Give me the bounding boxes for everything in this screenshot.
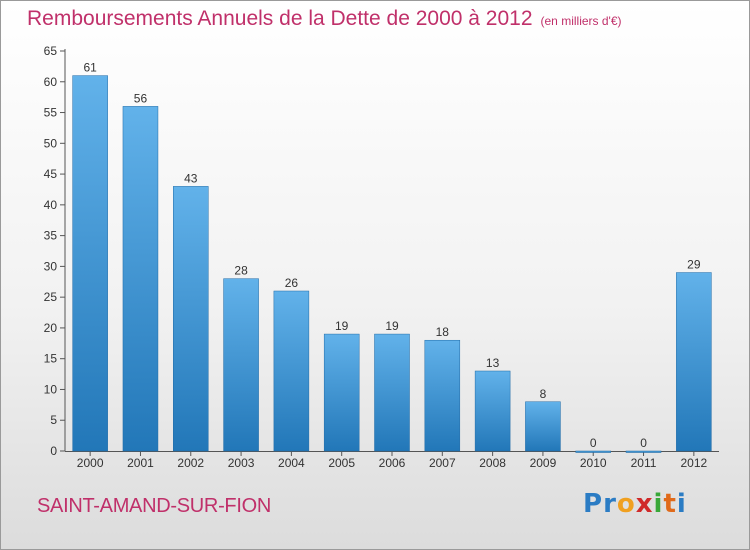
bar-value-label: 18 bbox=[436, 325, 450, 339]
x-tick-label: 2006 bbox=[379, 456, 406, 470]
logo-letter: P bbox=[583, 489, 604, 519]
proxiti-logo: Proxiti bbox=[583, 489, 687, 519]
bar bbox=[424, 339, 461, 452]
bar bbox=[374, 333, 410, 452]
y-tick-label: 10 bbox=[44, 382, 58, 396]
bar-value-label: 19 bbox=[385, 319, 399, 333]
y-tick-label: 40 bbox=[44, 198, 58, 212]
bar-value-label: 0 bbox=[590, 436, 597, 450]
y-tick-label: 30 bbox=[44, 259, 58, 273]
x-tick-label: 2005 bbox=[328, 456, 355, 470]
y-tick-label: 5 bbox=[50, 413, 57, 427]
y-tick-label: 15 bbox=[44, 352, 58, 366]
x-tick-label: 2007 bbox=[429, 456, 456, 470]
x-tick-label: 2010 bbox=[580, 456, 607, 470]
bar-value-label: 61 bbox=[83, 61, 97, 75]
bar-value-label: 56 bbox=[134, 91, 148, 105]
x-tick-label: 2003 bbox=[228, 456, 255, 470]
y-tick-label: 45 bbox=[44, 167, 58, 181]
bar-value-label: 13 bbox=[486, 356, 500, 370]
logo-letter: t bbox=[663, 489, 677, 519]
bar bbox=[575, 450, 611, 453]
bars: 61 56 43 28 26 19 19 18 13 8 0 0 29 bbox=[72, 61, 712, 453]
bar-value-label: 0 bbox=[640, 436, 647, 450]
bar bbox=[223, 278, 259, 452]
y-tick-label: 20 bbox=[44, 321, 58, 335]
bar bbox=[323, 333, 360, 452]
bar bbox=[676, 272, 712, 452]
logo-letter: i bbox=[653, 489, 664, 519]
bar bbox=[525, 401, 561, 452]
chart-subtitle: (en milliers d'€) bbox=[540, 14, 622, 28]
chart-title-text: Remboursements Annuels de la Dette de 20… bbox=[27, 7, 533, 30]
x-tick-label: 2012 bbox=[680, 456, 707, 470]
bar-value-label: 26 bbox=[285, 276, 299, 290]
bar-value-label: 8 bbox=[540, 387, 547, 401]
x-tick-label: 2008 bbox=[479, 456, 506, 470]
logo-letter: r bbox=[603, 489, 617, 519]
y-tick-label: 65 bbox=[44, 44, 58, 58]
bar bbox=[625, 450, 662, 453]
y-tick-label: 0 bbox=[50, 444, 57, 458]
logo-letter: i bbox=[676, 489, 687, 519]
bar-value-label: 29 bbox=[687, 258, 701, 272]
bar-value-label: 43 bbox=[184, 171, 198, 185]
x-tick-label: 2009 bbox=[530, 456, 557, 470]
y-tick-label: 25 bbox=[44, 290, 58, 304]
bar-value-label: 28 bbox=[234, 264, 248, 278]
x-tick-label: 2011 bbox=[631, 456, 657, 470]
x-tick-label: 2004 bbox=[278, 456, 305, 470]
logo-letter: x bbox=[635, 489, 654, 519]
bar bbox=[122, 106, 159, 452]
bar bbox=[173, 186, 209, 452]
bar bbox=[273, 290, 310, 452]
y-tick-label: 60 bbox=[44, 75, 58, 89]
bar-value-label: 19 bbox=[335, 319, 349, 333]
logo-letter: o bbox=[616, 489, 636, 519]
chart-title: Remboursements Annuels de la Dette de 20… bbox=[27, 7, 622, 31]
y-tick-label: 55 bbox=[44, 106, 58, 120]
bar bbox=[474, 370, 511, 452]
y-tick-label: 50 bbox=[44, 136, 58, 150]
commune-name: SAINT-AMAND-SUR-FION bbox=[37, 495, 272, 517]
x-tick-label: 2001 bbox=[127, 456, 154, 470]
x-tick-label: 2002 bbox=[177, 456, 204, 470]
y-tick-label: 35 bbox=[44, 229, 58, 243]
x-tick-label: 2000 bbox=[77, 456, 104, 470]
bar bbox=[72, 75, 108, 452]
